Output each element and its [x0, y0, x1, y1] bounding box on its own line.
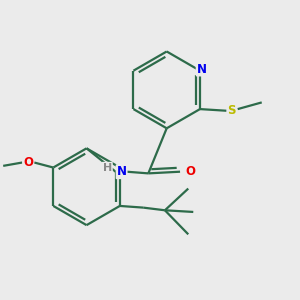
Text: H: H	[103, 163, 112, 173]
Text: S: S	[227, 104, 236, 117]
Text: O: O	[185, 165, 195, 178]
Text: O: O	[23, 156, 33, 169]
Text: N: N	[196, 62, 207, 76]
Text: N: N	[117, 165, 127, 178]
